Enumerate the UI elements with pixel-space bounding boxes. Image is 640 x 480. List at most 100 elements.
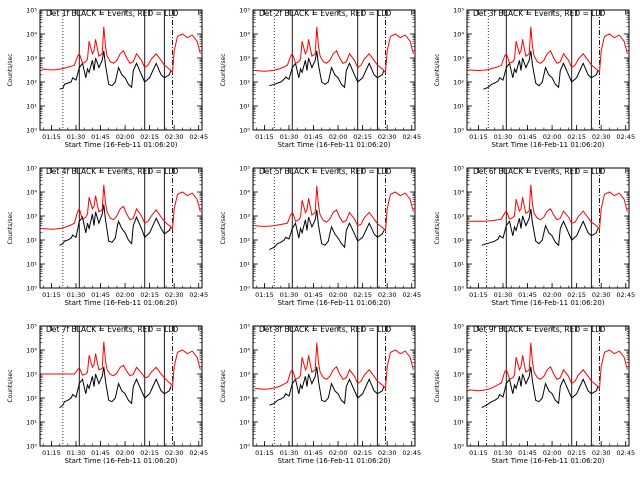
y-tick-label: 10⁴ — [453, 31, 464, 39]
lld-series-line — [468, 26, 628, 74]
panel-title: Det 4f BLACK = Events, RED = LLD — [46, 167, 179, 176]
panel-title: Det 7f BLACK = Events, RED = LLD — [46, 325, 179, 334]
y-tick-label: 10⁰ — [453, 127, 464, 135]
x-tick-label: 02:00 — [116, 449, 135, 457]
y-tick-label: 10¹ — [453, 261, 464, 269]
lld-series-line — [468, 184, 628, 231]
x-tick-label: 02:15 — [353, 133, 372, 141]
x-tick-label: 02:00 — [329, 291, 348, 299]
x-tick-label: 02:00 — [116, 133, 135, 141]
y-tick-label: 10⁴ — [453, 347, 464, 355]
lld-series-line — [41, 341, 201, 388]
y-tick-label: 10² — [239, 237, 250, 245]
x-tick-label: 02:00 — [329, 133, 348, 141]
y-tick-label: 10² — [453, 79, 464, 87]
panel-title: Det 6f BLACK = Events, RED = LLD — [473, 167, 606, 176]
x-tick-label: 02:45 — [616, 449, 635, 457]
lld-series-line — [468, 342, 628, 392]
y-tick-label: 10¹ — [453, 103, 464, 111]
x-tick-label: 01:30 — [494, 133, 513, 141]
panel-title: Det 5f BLACK = Events, RED = LLD — [259, 167, 392, 176]
x-tick-label: 02:45 — [189, 291, 208, 299]
x-tick-label: 01:30 — [494, 291, 513, 299]
y-tick-label: 10² — [239, 395, 250, 403]
y-tick-label: 10⁵ — [453, 323, 464, 331]
y-tick-label: 10² — [26, 237, 37, 245]
y-axis-label: Counts/sec — [220, 53, 227, 86]
x-tick-label: 02:30 — [592, 449, 611, 457]
x-tick-label: 01:15 — [255, 449, 274, 457]
x-tick-label: 01:30 — [67, 291, 86, 299]
y-tick-label: 10⁵ — [239, 7, 250, 15]
x-tick-label: 02:30 — [165, 291, 184, 299]
x-tick-label: 01:30 — [280, 291, 299, 299]
y-tick-label: 10⁰ — [239, 285, 250, 293]
x-tick-label: 02:15 — [140, 291, 159, 299]
y-tick-label: 10⁵ — [239, 323, 250, 331]
x-tick-label: 01:15 — [42, 291, 61, 299]
x-axis-label: Start Time (16-Feb-11 01:06:20) — [277, 299, 390, 307]
x-tick-label: 02:45 — [616, 291, 635, 299]
y-tick-label: 10³ — [26, 371, 37, 379]
x-tick-label: 02:15 — [353, 291, 372, 299]
x-tick-label: 01:45 — [91, 291, 110, 299]
x-tick-label: 01:30 — [494, 449, 513, 457]
y-tick-label: 10³ — [239, 213, 250, 221]
x-tick-label: 01:15 — [42, 133, 61, 141]
y-tick-label: 10⁵ — [453, 7, 464, 15]
y-tick-label: 10⁵ — [26, 323, 37, 331]
y-tick-label: 10⁵ — [26, 7, 37, 15]
plot-frame — [252, 167, 416, 289]
plot-frame — [466, 167, 630, 289]
x-axis-label: Start Time (16-Feb-11 01:06:20) — [64, 457, 177, 465]
x-tick-label: 02:15 — [140, 449, 159, 457]
y-axis-label: Counts/sec — [220, 211, 227, 244]
y-tick-label: 10³ — [453, 371, 464, 379]
y-tick-label: 10¹ — [26, 261, 37, 269]
panel-title: Det 8f BLACK = Events, RED = LLD — [259, 325, 392, 334]
panel-det-7f: Det 7f BLACK = Events, RED = LLD Counts/s… — [7, 323, 208, 466]
x-tick-label: 02:45 — [616, 133, 635, 141]
x-tick-label: 02:30 — [165, 449, 184, 457]
x-axis-label: Start Time (16-Feb-11 01:06:20) — [491, 299, 604, 307]
lld-series-line — [41, 184, 201, 231]
events-series-line — [59, 50, 172, 90]
y-tick-label: 10¹ — [26, 103, 37, 111]
y-axis-label: Counts/sec — [7, 211, 14, 244]
y-tick-label: 10⁰ — [453, 443, 464, 451]
plot-frame — [39, 325, 203, 447]
y-axis-label: Counts/sec — [434, 53, 441, 86]
y-tick-label: 10⁴ — [453, 189, 464, 197]
y-tick-label: 10³ — [239, 371, 250, 379]
x-tick-label: 01:30 — [280, 449, 299, 457]
y-tick-label: 10¹ — [239, 103, 250, 111]
lld-series-line — [254, 342, 414, 390]
x-tick-label: 02:15 — [567, 291, 586, 299]
x-tick-label: 01:45 — [518, 133, 537, 141]
y-tick-label: 10⁴ — [26, 347, 37, 355]
plot-frame — [466, 325, 630, 447]
x-axis-label: Start Time (16-Feb-11 01:06:20) — [491, 457, 604, 465]
x-tick-label: 02:30 — [592, 133, 611, 141]
events-series-line — [269, 366, 385, 406]
events-series-line — [481, 366, 599, 409]
x-tick-label: 02:30 — [378, 449, 397, 457]
x-tick-label: 01:30 — [67, 133, 86, 141]
panel-title: Det 2f BLACK = Events, RED = LLD — [259, 9, 392, 18]
events-series-line — [269, 50, 385, 89]
x-axis-label: Start Time (16-Feb-11 01:06:20) — [277, 457, 390, 465]
x-tick-label: 01:45 — [518, 449, 537, 457]
x-tick-label: 02:15 — [353, 449, 372, 457]
y-axis-label: Counts/sec — [434, 211, 441, 244]
x-tick-label: 02:00 — [329, 449, 348, 457]
y-tick-label: 10⁰ — [239, 443, 250, 451]
x-tick-label: 01:45 — [518, 291, 537, 299]
y-tick-label: 10⁰ — [453, 285, 464, 293]
x-tick-label: 01:15 — [255, 291, 274, 299]
x-tick-label: 01:45 — [304, 291, 323, 299]
x-tick-label: 02:45 — [402, 133, 421, 141]
x-axis-label: Start Time (16-Feb-11 01:06:20) — [277, 141, 390, 149]
y-tick-label: 10⁴ — [26, 189, 37, 197]
y-tick-label: 10⁴ — [239, 189, 250, 197]
